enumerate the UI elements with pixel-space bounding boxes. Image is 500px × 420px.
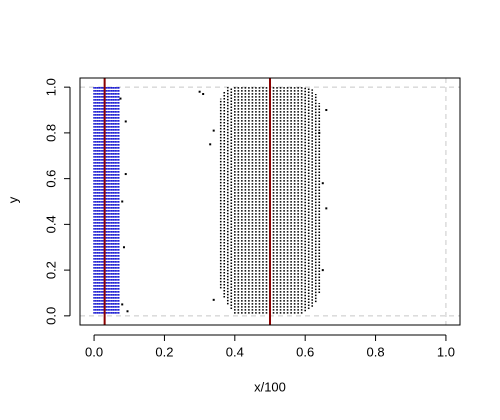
point [325,207,328,210]
point [325,109,328,112]
y-tick-label: 0.0 [43,307,58,325]
y-tick-label: 0.6 [43,170,58,188]
y-tick-label: 1.0 [43,78,58,96]
point [212,129,215,132]
x-axis-label: x/100 [254,379,286,394]
point [119,97,122,100]
x-tick-label: 0.6 [296,344,314,359]
point [121,200,124,203]
point [124,120,127,123]
point [321,182,324,185]
x-tick-label: 0.4 [226,344,244,359]
x-tick-label: 0.0 [85,344,103,359]
y-tick-label: 0.8 [43,124,58,142]
y-tick-label: 0.2 [43,261,58,279]
point [212,298,215,301]
point [318,131,321,134]
x-tick-label: 0.2 [155,344,173,359]
point [126,310,129,313]
point [321,269,324,272]
y-tick-label: 0.4 [43,215,58,233]
point [209,143,212,146]
y-axis-label: y [5,196,20,203]
point [121,303,124,306]
point [122,246,125,249]
point [202,93,205,96]
point [124,173,127,176]
plot-frame [79,77,461,326]
x-tick-label: 1.0 [437,344,455,359]
point [198,90,201,93]
x-tick-label: 0.8 [367,344,385,359]
